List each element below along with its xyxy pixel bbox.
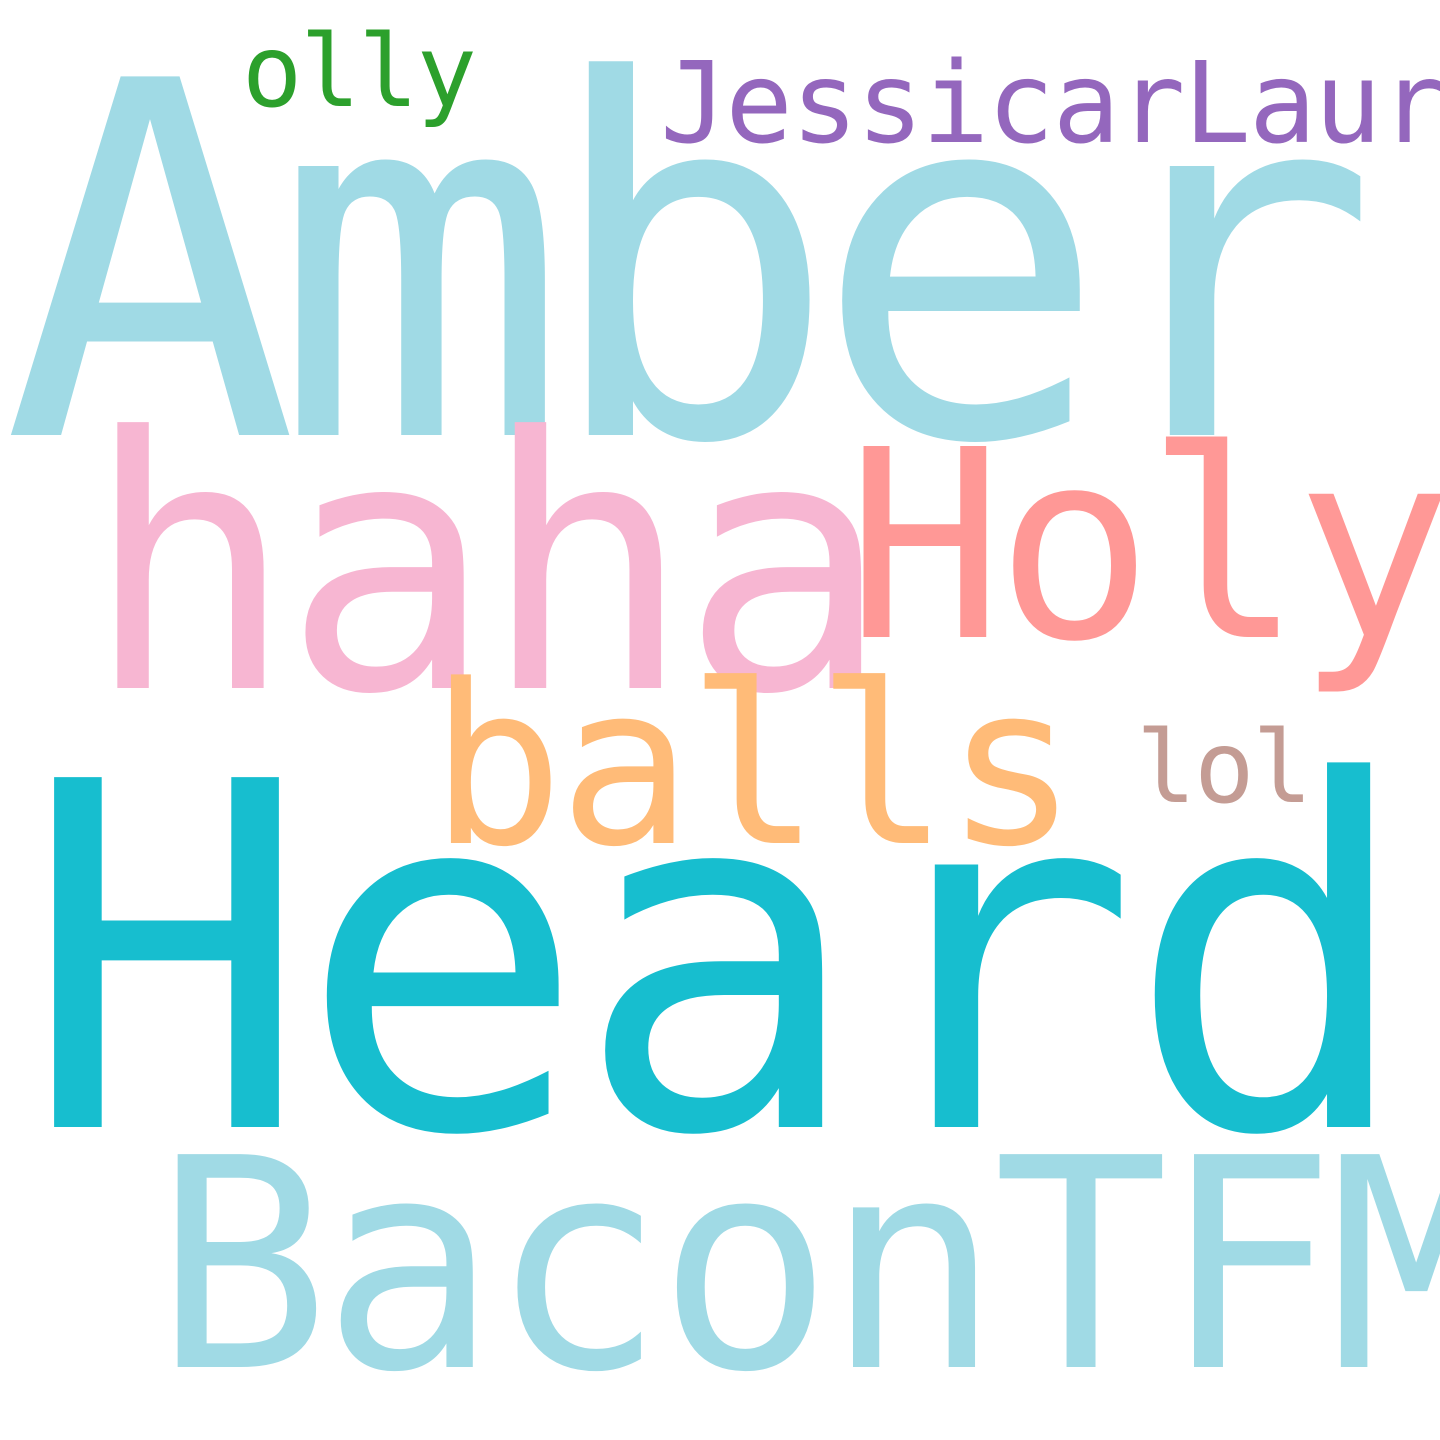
word-jessicarlauren: JessicarLauren — [660, 39, 1440, 169]
word-bacontfm: BaconTFM — [154, 1096, 1440, 1436]
word-heard: Heard — [22, 682, 1415, 1241]
word-balls: balls — [430, 638, 1078, 896]
word-lol: lol — [1136, 709, 1313, 826]
word-olly: olly — [242, 13, 477, 130]
word-haha: haha — [84, 363, 891, 771]
word-amber: Amber — [2, 0, 1379, 552]
word-holy: Holy — [846, 394, 1440, 699]
